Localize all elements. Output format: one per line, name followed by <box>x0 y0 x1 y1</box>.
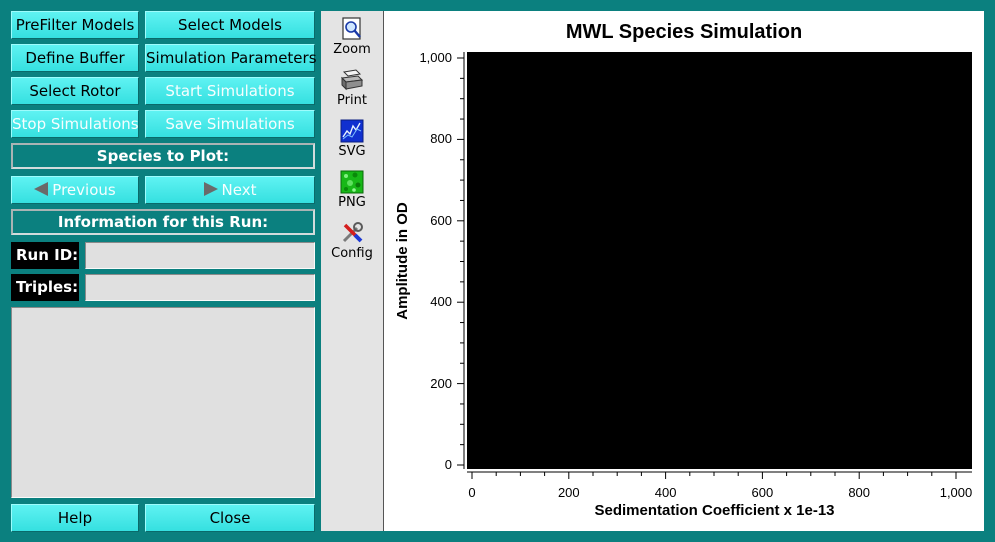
y-tick-label: 600 <box>430 212 452 228</box>
select-rotor-button[interactable]: Select Rotor <box>11 77 139 105</box>
plot-panel: MWL Species Simulation 0 200 400 600 800 1,00… <box>384 11 984 531</box>
run-info-textbox[interactable] <box>11 307 315 498</box>
simulation-chart[interactable] <box>384 11 984 531</box>
svg-tool[interactable]: SVG <box>321 119 383 159</box>
tools-config-icon <box>342 222 363 243</box>
x-tick-label: 200 <box>557 485 580 500</box>
x-axis-label: Sedimentation Coefficient x 1e-13 <box>594 502 835 519</box>
print-tool[interactable]: Print <box>321 68 383 108</box>
plot-title: MWL Species Simulation <box>565 21 803 43</box>
run-id-label: Run ID: <box>11 242 79 269</box>
next-label: Next <box>221 181 257 199</box>
x-tick-label: 400 <box>654 485 677 500</box>
x-axis <box>467 471 972 479</box>
select-models-button[interactable]: Select Models <box>145 11 315 39</box>
zoom-tool[interactable]: Zoom <box>321 17 383 57</box>
plot-canvas[interactable] <box>467 52 972 469</box>
png-export-icon <box>340 170 364 194</box>
config-label: Config <box>331 246 373 261</box>
triples-label: Triples: <box>11 274 79 301</box>
png-label: PNG <box>338 195 366 210</box>
y-tick-label: 1,000 <box>419 50 452 65</box>
save-simulations-button[interactable]: Save Simulations <box>145 110 315 138</box>
species-to-plot-banner: Species to Plot: <box>11 143 315 169</box>
define-buffer-button[interactable]: Define Buffer <box>11 44 139 72</box>
zoom-icon <box>342 17 361 40</box>
x-tick-label: 0 <box>468 485 476 500</box>
y-axis-label: Amplitude in OD <box>394 202 411 320</box>
right-arrow-icon <box>203 182 218 196</box>
zoom-label: Zoom <box>333 42 371 57</box>
previous-button[interactable]: Previous <box>11 176 139 204</box>
start-simulations-button[interactable]: Start Simulations <box>145 77 315 105</box>
x-tick-label: 600 <box>751 485 774 500</box>
y-tick-label: 800 <box>430 131 452 147</box>
y-tick-label: 200 <box>430 375 452 391</box>
help-button[interactable]: Help <box>11 504 139 532</box>
svg-export-icon <box>340 119 364 143</box>
y-axis <box>457 52 465 469</box>
y-tick-label: 0 <box>444 457 452 472</box>
config-tool[interactable]: Config <box>321 221 383 261</box>
plot-toolbar: Zoom Print SVG PNG <box>321 11 384 531</box>
stop-simulations-button[interactable]: Stop Simulations <box>11 110 139 138</box>
print-label: Print <box>337 93 367 108</box>
previous-label: Previous <box>52 181 116 199</box>
prefilter-models-button[interactable]: PreFilter Models <box>11 11 139 39</box>
png-tool[interactable]: PNG <box>321 170 383 210</box>
next-button[interactable]: Next <box>145 176 315 204</box>
x-tick-label: 1,000 <box>939 485 973 500</box>
x-tick-label: 800 <box>848 485 871 500</box>
run-id-field[interactable] <box>85 242 315 269</box>
svg-label: SVG <box>338 144 366 159</box>
simulation-parameters-button[interactable]: Simulation Parameters <box>145 44 317 72</box>
triples-field[interactable] <box>85 274 315 301</box>
left-arrow-icon <box>34 182 49 196</box>
close-button[interactable]: Close <box>145 504 315 532</box>
y-tick-label: 400 <box>430 294 452 310</box>
information-for-run-banner: Information for this Run: <box>11 209 315 235</box>
printer-icon <box>340 69 364 91</box>
